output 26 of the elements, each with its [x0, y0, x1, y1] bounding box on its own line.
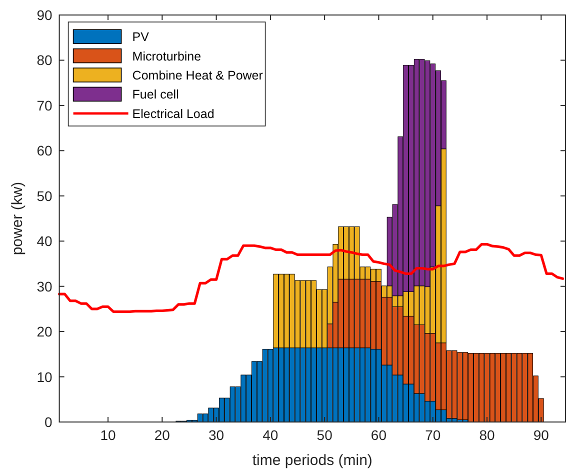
legend-label: PV: [132, 30, 150, 44]
x-tick-label: 50: [316, 427, 333, 443]
y-tick-label: 40: [36, 233, 53, 250]
x-axis-title: time periods (min): [252, 452, 372, 469]
y-tick-label: 80: [36, 52, 53, 68]
y-tick-label: 50: [36, 188, 53, 204]
x-tick-label: 20: [154, 427, 170, 443]
x-tick-label: 10: [100, 427, 116, 443]
legend-label: Microturbine: [132, 49, 202, 64]
y-tick-label: 60: [36, 142, 53, 159]
x-tick-label: 40: [262, 427, 278, 443]
legend-label: Fuel cell: [132, 88, 179, 102]
y-axis-title: power (kw): [9, 182, 26, 256]
y-tick-label: 30: [36, 278, 53, 294]
legend-label: Electrical Load: [132, 106, 214, 121]
y-tick-label: 90: [36, 7, 53, 23]
x-tick-label: 90: [533, 427, 550, 443]
x-tick-label: 80: [479, 427, 495, 443]
x-tick-label: 60: [370, 427, 387, 443]
x-tick-label: 70: [425, 427, 441, 443]
legend-label: Combine Heat & Power: [132, 68, 263, 82]
y-tick-label: 70: [36, 97, 53, 114]
y-tick-label: 0: [44, 414, 53, 430]
y-tick-label: 20: [36, 324, 53, 340]
x-tick-label: 30: [208, 427, 224, 443]
y-tick-label: 10: [36, 368, 53, 385]
